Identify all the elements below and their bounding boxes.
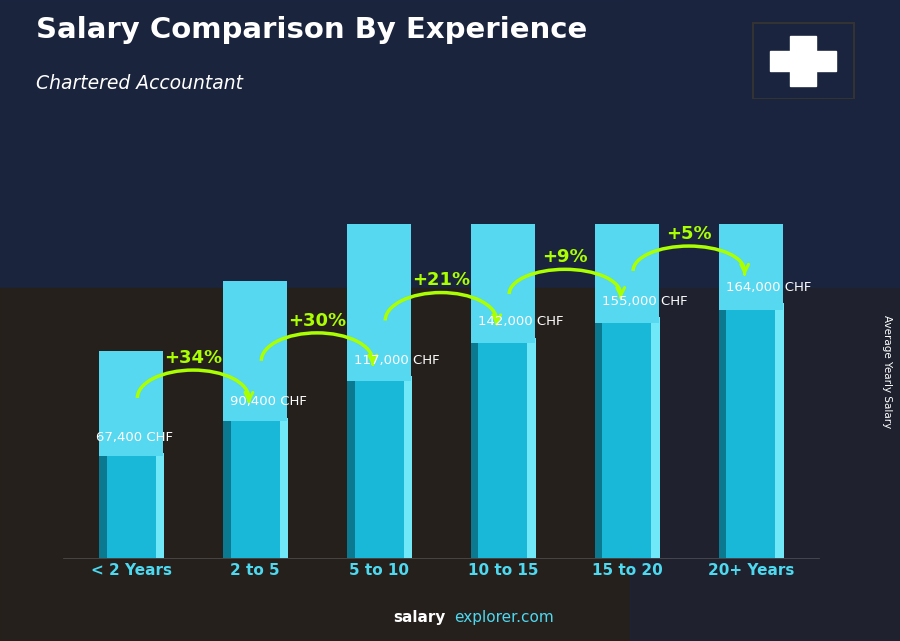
Bar (346, 376, 355, 558)
Bar (99, 351, 164, 456)
Bar (595, 83, 659, 323)
Text: Chartered Accountant: Chartered Accountant (36, 74, 243, 93)
Bar (595, 317, 659, 558)
Bar (99, 453, 164, 558)
Text: explorer.com: explorer.com (454, 610, 554, 625)
Text: Salary Comparison By Experience: Salary Comparison By Experience (36, 16, 587, 44)
Bar (718, 303, 726, 558)
Bar (223, 417, 287, 558)
Bar (280, 417, 288, 558)
Bar (0, 288, 900, 641)
Bar (346, 199, 411, 381)
Text: +34%: +34% (164, 349, 222, 367)
Text: 142,000 CHF: 142,000 CHF (478, 315, 563, 328)
Bar (99, 453, 107, 558)
Text: 67,400 CHF: 67,400 CHF (96, 431, 174, 444)
Text: 117,000 CHF: 117,000 CHF (355, 354, 440, 367)
Bar (0, 0, 900, 288)
Bar (346, 376, 411, 558)
Bar (471, 123, 536, 343)
Text: +5%: +5% (666, 225, 712, 243)
Bar (527, 338, 536, 558)
Text: Average Yearly Salary: Average Yearly Salary (881, 315, 892, 428)
Text: salary: salary (393, 610, 446, 625)
Text: 155,000 CHF: 155,000 CHF (602, 295, 688, 308)
Text: +9%: +9% (542, 248, 588, 266)
Bar (156, 453, 164, 558)
Bar (403, 376, 412, 558)
Bar (595, 317, 602, 558)
Bar (471, 338, 536, 558)
Bar (223, 281, 287, 421)
Bar (718, 303, 783, 558)
Bar (652, 317, 660, 558)
Text: +30%: +30% (288, 312, 346, 329)
Bar (775, 303, 784, 558)
Bar (718, 56, 783, 310)
Text: 164,000 CHF: 164,000 CHF (726, 281, 812, 294)
Bar (630, 0, 900, 641)
Bar (770, 51, 836, 71)
Text: +21%: +21% (412, 272, 470, 290)
Bar (471, 338, 479, 558)
Text: 90,400 CHF: 90,400 CHF (230, 395, 307, 408)
Bar (790, 37, 816, 85)
Bar (223, 417, 230, 558)
